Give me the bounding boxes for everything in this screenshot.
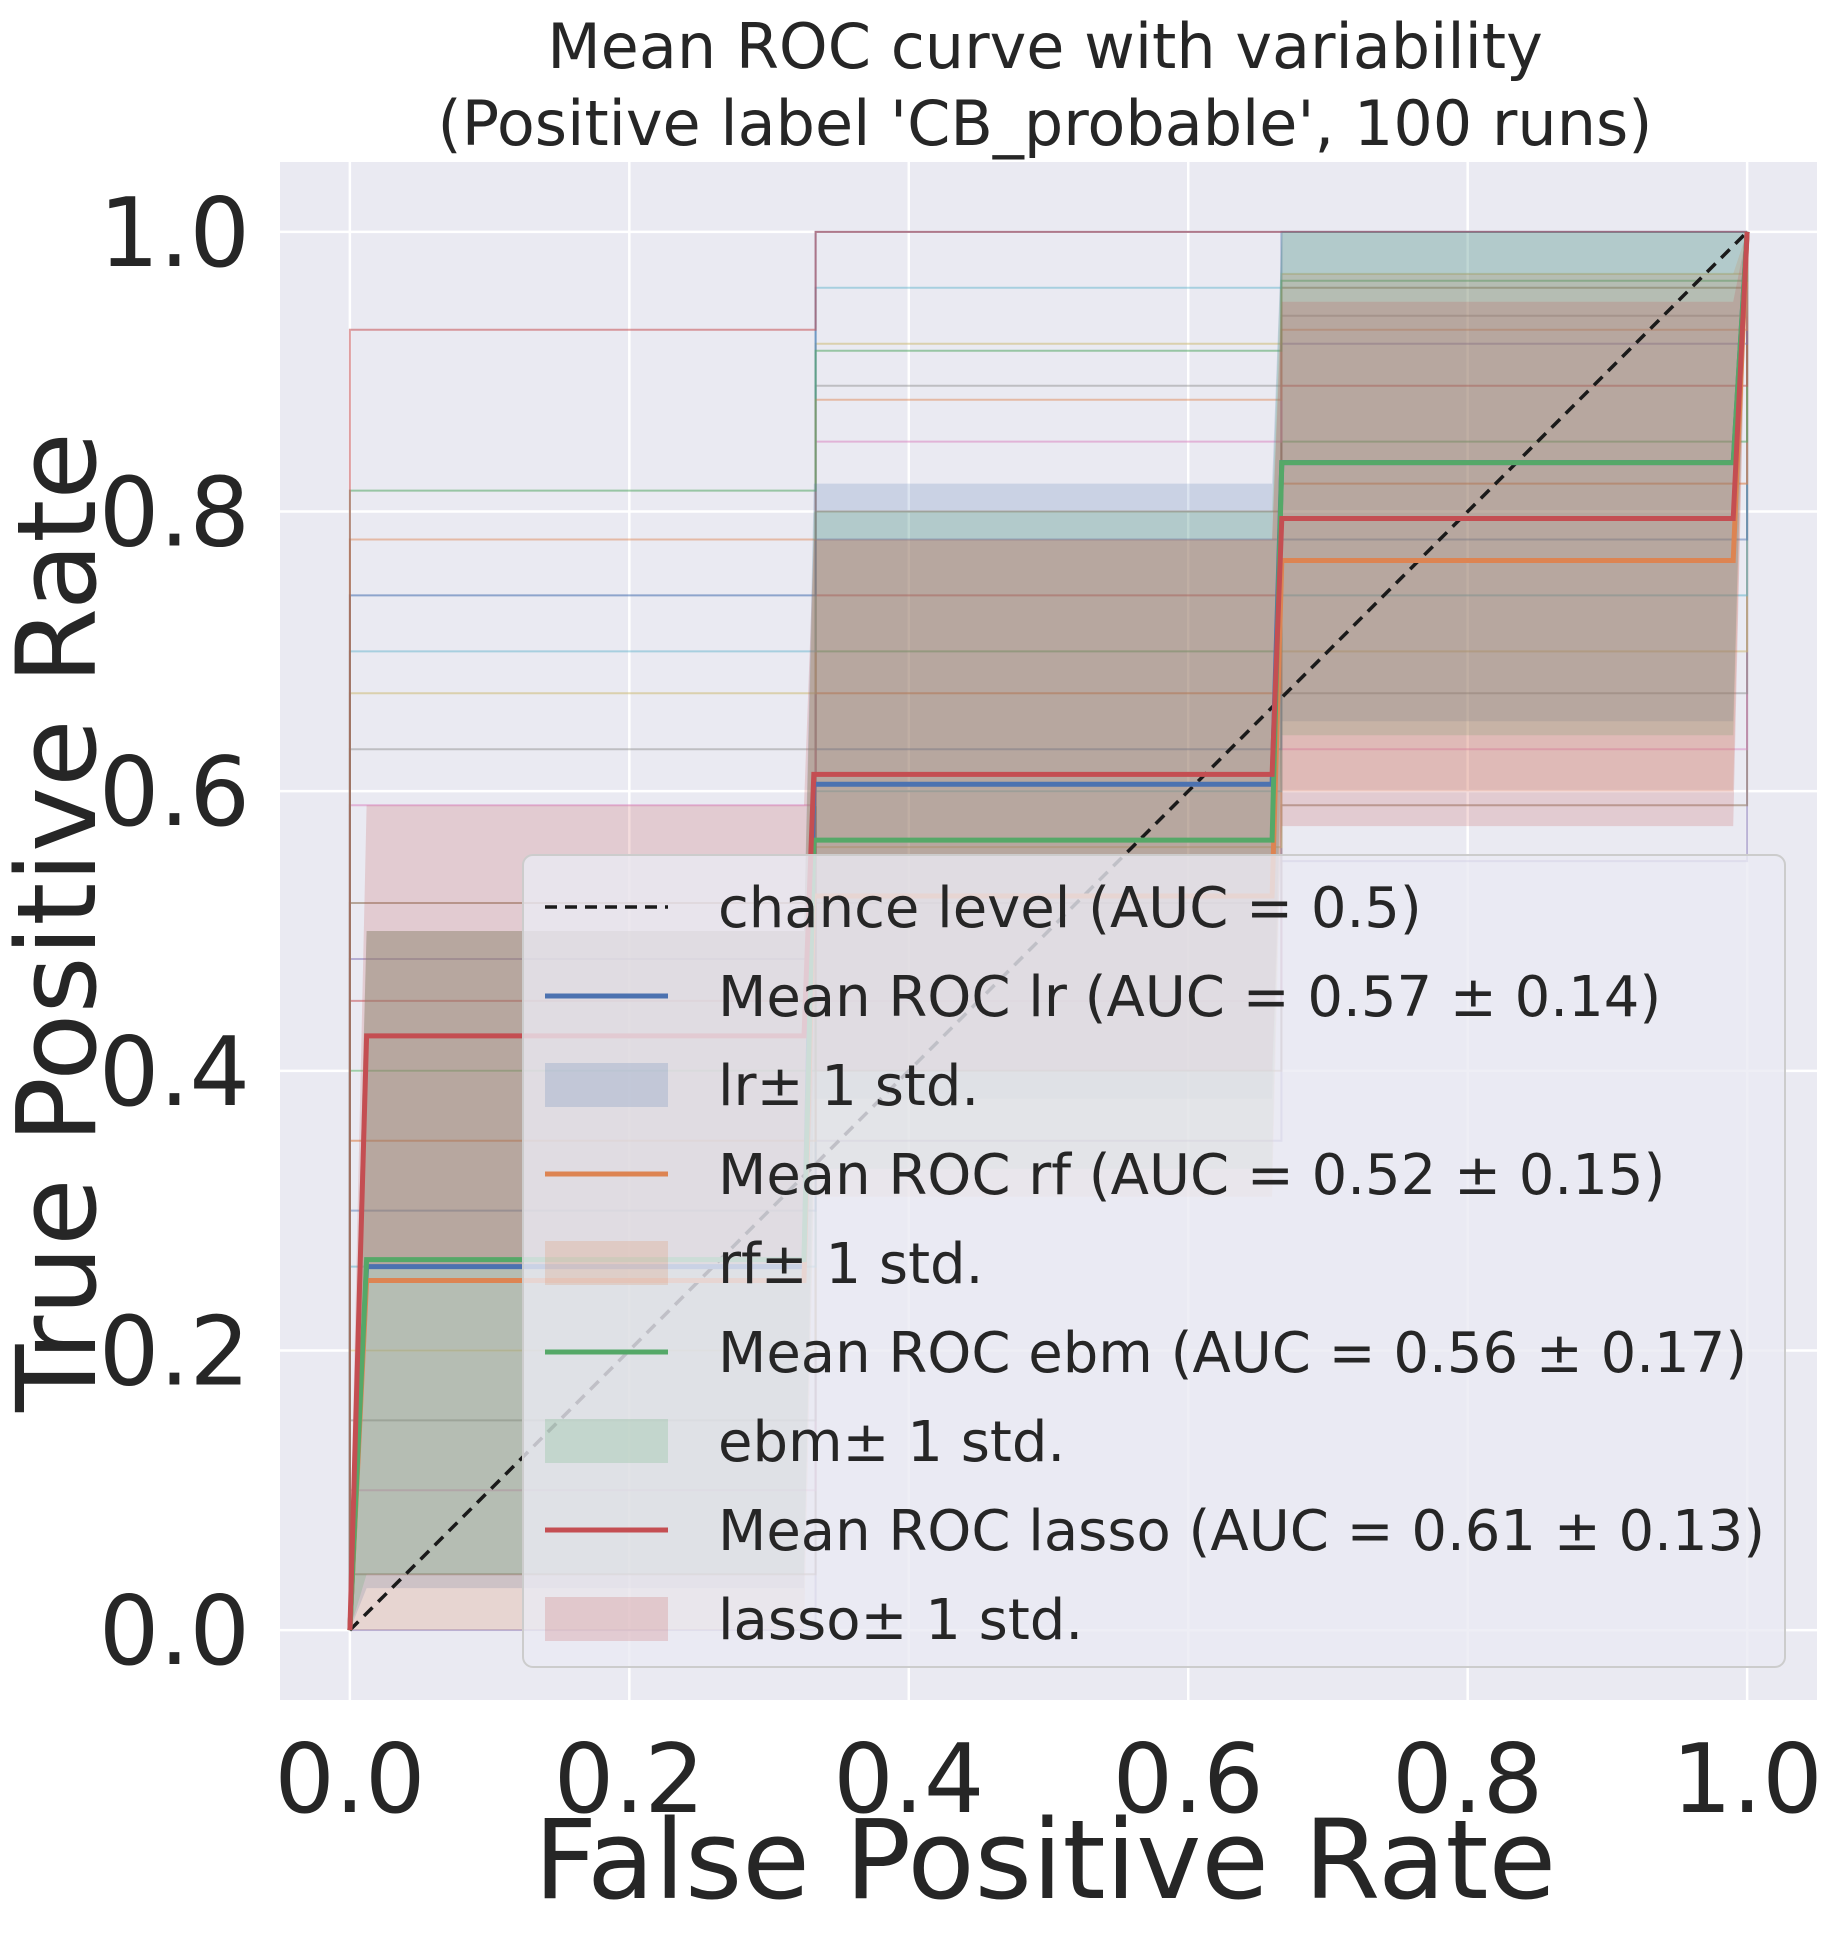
y-axis-label: True Positive Rate: [0, 432, 121, 1413]
x-tick-label: 0.0: [274, 1725, 425, 1835]
legend: chance level (AUC = 0.5) Mean ROC lr (AUC…: [522, 854, 1786, 1668]
x-tick-label: 0.4: [833, 1725, 984, 1835]
y-tick-label: 0.2: [99, 1297, 250, 1407]
x-axis-label: False Positive Rate: [534, 1796, 1556, 1924]
run-curve: [348, 231, 1749, 1631]
run-curve: [348, 231, 1749, 1631]
run-curve: [348, 231, 1749, 1631]
run-curve: [348, 231, 1749, 1631]
chart-subtitle: (Positive label 'CB_probable', 100 runs): [438, 87, 1653, 160]
legend-box: [522, 854, 1786, 1668]
x-tick-label: 0.8: [1392, 1725, 1543, 1835]
run-curve: [348, 231, 1749, 1631]
y-tick-label: 1.0: [99, 179, 250, 289]
legend-label: Mean ROC lasso (AUC = 0.61 ± 0.13): [718, 1499, 1765, 1564]
legend-label: Mean ROC rf (AUC = 0.52 ± 0.15): [718, 1143, 1665, 1208]
run-curve: [348, 231, 1749, 1631]
run-curve: [348, 230, 1748, 1631]
legend-label: Mean ROC lr (AUC = 0.57 ± 0.14): [718, 965, 1661, 1030]
run-curve: [348, 231, 1749, 1631]
run-curve: [348, 231, 1749, 1631]
run-curve: [348, 231, 1749, 1631]
legend-label: lasso± 1 std.: [718, 1588, 1083, 1653]
mean-roc-line: [347, 231, 1750, 1631]
x-tick-label: 0.6: [1113, 1725, 1264, 1835]
x-tick-label: 1.0: [1672, 1725, 1823, 1835]
run-curve: [348, 231, 1749, 1631]
legend-patch-handle: [545, 1063, 668, 1107]
run-curve: [348, 231, 1749, 1631]
y-tick-label: 0.0: [99, 1577, 250, 1687]
legend-label: chance level (AUC = 0.5): [718, 876, 1422, 941]
mean-roc-line: [347, 231, 1750, 1631]
legend-label: Mean ROC ebm (AUC = 0.56 ± 0.17): [718, 1321, 1747, 1386]
x-tick-label: 0.2: [554, 1725, 705, 1835]
tick-labels: 0.0 0.2 0.4 0.6 0.8 1.0 0.0 0.2 0.4 0.6 0.8 1.0: [99, 179, 1823, 1835]
chart-title: Mean ROC curve with variability: [547, 10, 1543, 83]
legend-patch-handle: [545, 1597, 668, 1641]
y-tick-label: 0.8: [99, 459, 250, 569]
y-tick-label: 0.6: [99, 738, 250, 848]
legend-label: lr± 1 std.: [718, 1054, 979, 1119]
legend-label: rf± 1 std.: [718, 1232, 983, 1297]
legend-patch-handle: [545, 1241, 668, 1285]
y-tick-label: 0.4: [99, 1018, 250, 1128]
legend-label: ebm± 1 std.: [718, 1410, 1065, 1475]
legend-patch-handle: [545, 1419, 668, 1463]
